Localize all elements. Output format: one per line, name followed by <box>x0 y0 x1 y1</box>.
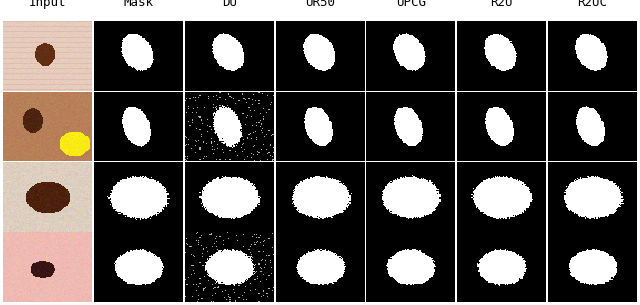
Text: R2U: R2U <box>490 0 513 9</box>
Text: R2UC: R2UC <box>577 0 607 9</box>
Text: Mask: Mask <box>124 0 154 9</box>
Text: DU: DU <box>221 0 237 9</box>
Text: Input: Input <box>29 0 67 9</box>
Text: UR50: UR50 <box>305 0 335 9</box>
Text: UPCG: UPCG <box>396 0 426 9</box>
